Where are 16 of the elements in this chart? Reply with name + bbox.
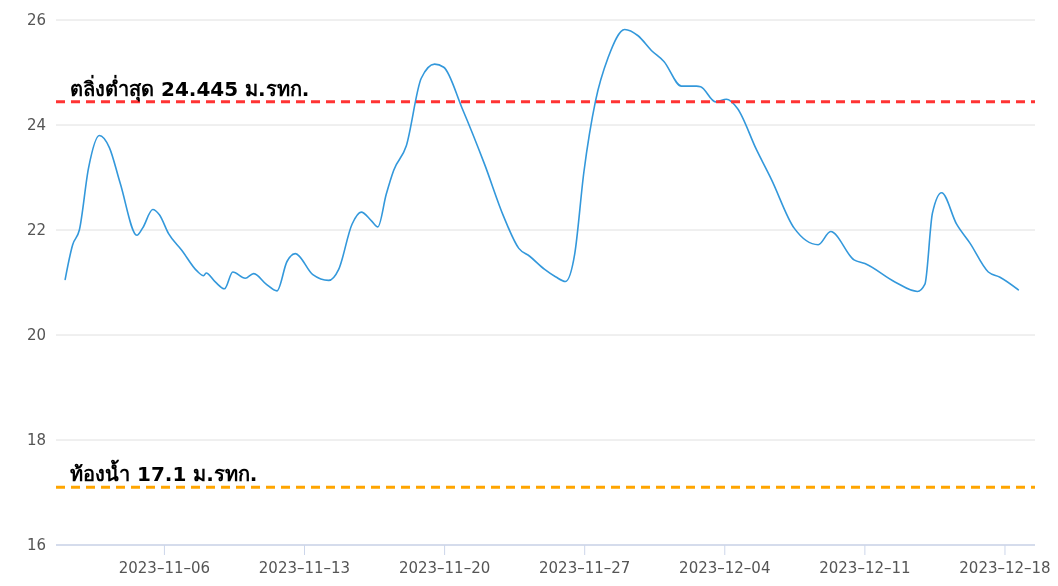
x-tick-label: 2023–12–04 [679,559,771,577]
line-series [64,28,1020,293]
y-tick-label: 26 [26,11,46,30]
y-tick-label: 16 [26,536,46,555]
ref-line-label: ท้องน้ำ 17.1 ม.รทก. [70,459,258,487]
x-tick-label: 2023–11–27 [539,559,631,577]
y-tick-label: 24 [26,116,46,135]
x-tick-label: 2023–12–18 [959,559,1051,577]
ref-line-label: ตลิ่งต่ำสุด 24.445 ม.รทก. [70,73,310,102]
y-tick-label: 22 [26,221,46,240]
y-tick-label: 18 [26,431,46,450]
x-tick-label: 2023–12–11 [819,559,911,577]
x-tick-label: 2023–11–13 [258,559,351,577]
x-tick-label: 2023–11–06 [118,559,211,577]
y-tick-label: 20 [26,326,46,345]
x-tick-label: 2023–11–20 [398,559,491,577]
